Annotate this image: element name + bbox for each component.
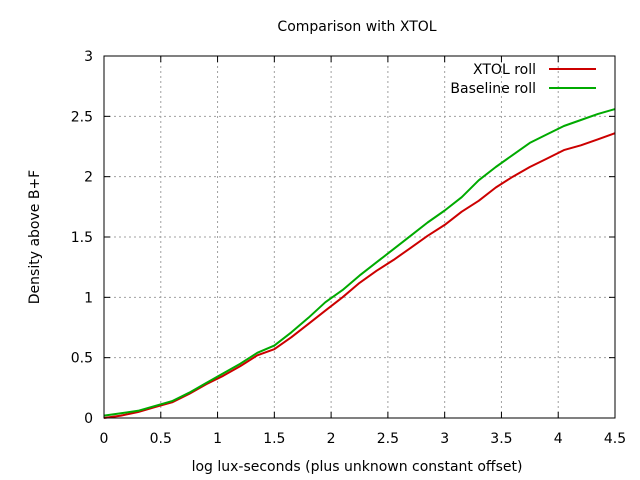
x-axis-label: log lux-seconds (plus unknown constant o… (192, 459, 523, 475)
tick-labels: 0 0.5 1 1.5 2 2.5 3 3.5 4 4.5 0 0.5 1 1.5 2 2.5 3 (71, 49, 626, 447)
y-tick-label: 1 (84, 290, 93, 306)
y-tick-label: 3 (84, 49, 93, 65)
x-tick-label: 2 (327, 431, 336, 447)
x-tick-label: 3.5 (490, 431, 512, 447)
axis-ticks (103, 55, 616, 419)
series-line-xtol-roll (103, 132, 616, 419)
y-tick-label: 0.5 (71, 351, 93, 367)
x-tick-label: 1.5 (263, 431, 285, 447)
x-tick-label: 0.5 (150, 431, 172, 447)
x-tick-label: 0 (100, 431, 109, 447)
legend-label-xtol: XTOL roll (473, 62, 536, 78)
legend-label-baseline: Baseline roll (450, 81, 536, 97)
x-tick-label: 4 (554, 431, 563, 447)
y-tick-label: 0 (84, 411, 93, 427)
y-tick-label: 2.5 (71, 109, 93, 125)
x-tick-label: 4.5 (604, 431, 626, 447)
series-line-baseline-roll (103, 108, 616, 417)
y-tick-label: 1.5 (71, 230, 93, 246)
y-tick-label: 2 (84, 170, 93, 186)
x-tick-label: 3 (440, 431, 449, 447)
legend: XTOL roll Baseline roll (450, 62, 596, 97)
chart-title: Comparison with XTOL (277, 19, 436, 35)
y-axis-label: Density above B+F (27, 170, 43, 304)
series-layer (103, 108, 616, 419)
grid-lines (104, 56, 615, 418)
x-tick-label: 1 (213, 431, 222, 447)
x-tick-label: 2.5 (377, 431, 399, 447)
